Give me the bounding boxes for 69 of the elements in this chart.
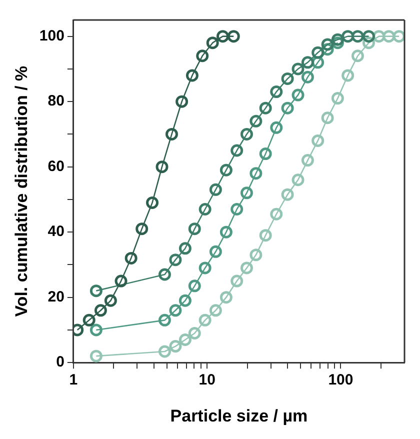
point (270, 208, 283, 220)
point (382, 30, 396, 43)
point (312, 46, 324, 59)
point (240, 128, 253, 140)
point (250, 248, 262, 262)
point (301, 154, 314, 167)
point (209, 183, 222, 196)
point (198, 314, 212, 326)
point (331, 33, 344, 46)
point (281, 188, 294, 201)
point (240, 262, 253, 274)
point (270, 86, 283, 98)
y-tick-label: 20 (48, 288, 64, 306)
x-tick-label: 100 (328, 372, 354, 389)
point (188, 222, 201, 236)
point (362, 30, 375, 43)
point (220, 164, 232, 176)
point (158, 314, 171, 326)
point (270, 121, 283, 134)
point (220, 226, 232, 238)
point (209, 245, 222, 258)
point (342, 69, 354, 82)
point (158, 345, 171, 358)
x-axis-title: Particle size / µm (170, 406, 308, 426)
x-tick-label: 1 (69, 372, 78, 389)
point (240, 186, 253, 200)
point (178, 242, 192, 255)
point (178, 334, 192, 346)
point (342, 30, 354, 43)
point (259, 102, 272, 114)
point (351, 50, 364, 62)
point (188, 326, 201, 340)
point (230, 274, 244, 288)
point (250, 167, 262, 180)
point (250, 114, 262, 128)
point (169, 340, 182, 353)
point (259, 229, 272, 242)
point (301, 56, 314, 69)
point (158, 268, 171, 281)
point (331, 92, 344, 105)
point (321, 38, 334, 51)
point (292, 88, 304, 102)
point (230, 144, 244, 157)
point (281, 72, 294, 85)
point (351, 30, 364, 43)
point (169, 254, 182, 266)
point (198, 262, 212, 274)
point (188, 280, 201, 292)
x-tick-label: 10 (198, 372, 216, 389)
point (392, 30, 404, 43)
y-tick-label: 80 (48, 92, 64, 110)
y-tick-label: 0 (56, 354, 64, 371)
y-axis-title: Vol. cumulative distribution / % (12, 66, 31, 317)
point (321, 112, 334, 124)
point (292, 174, 304, 186)
point (209, 304, 222, 317)
y-tick-label: 60 (48, 158, 64, 175)
point (312, 134, 324, 147)
y-tick-label: 100 (39, 27, 64, 44)
point (230, 202, 244, 216)
point (220, 291, 232, 304)
point (301, 70, 314, 84)
point (259, 148, 272, 160)
point (198, 202, 212, 216)
point (178, 294, 192, 307)
point (281, 102, 294, 114)
point (169, 304, 182, 317)
y-tick-label: 40 (48, 223, 64, 240)
point (292, 62, 304, 76)
